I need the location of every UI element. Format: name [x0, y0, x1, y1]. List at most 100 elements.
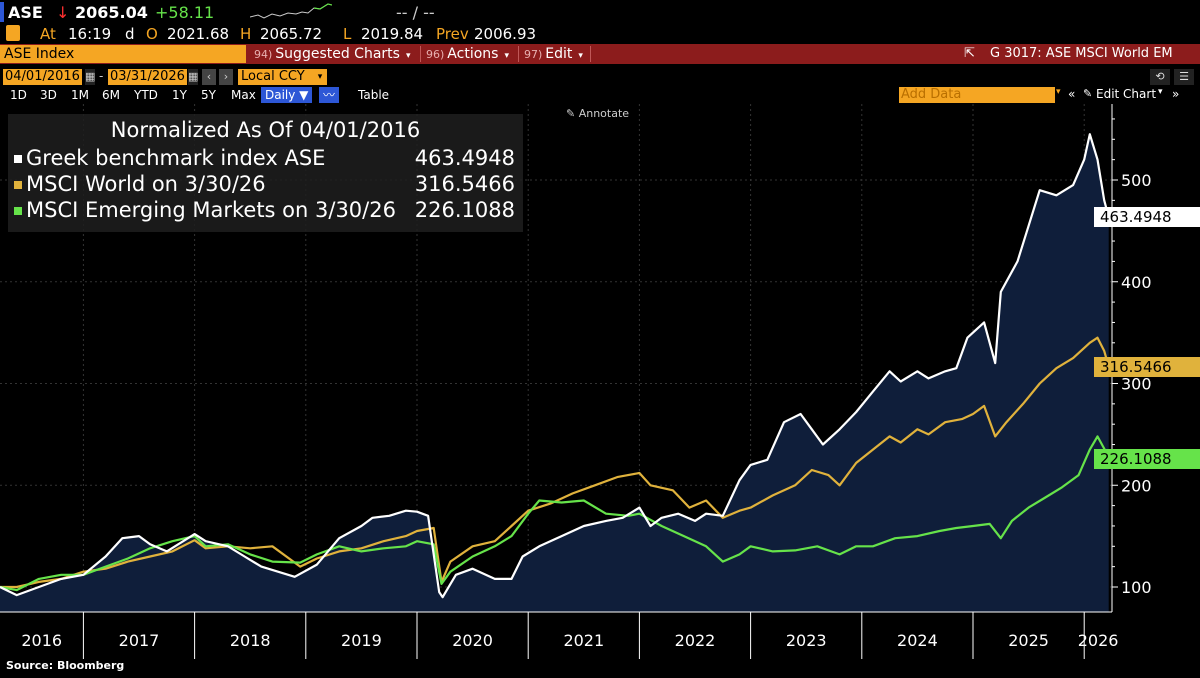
date-range-bar: 04/01/2016 ▦ - 03/31/2026 ▦ ‹ › Local CC… [0, 68, 1200, 86]
x-tick-label: 2018 [230, 631, 271, 650]
period-max[interactable]: Max [231, 88, 256, 102]
y-tick-label: 100 [1121, 578, 1152, 597]
delay-flag: d [125, 25, 135, 43]
calendar-icon[interactable]: ▦ [188, 69, 199, 85]
divider [590, 46, 591, 62]
legend-value: 226.1088 [414, 198, 515, 222]
low-label: L [343, 25, 352, 43]
x-tick-label: 2016 [21, 631, 62, 650]
ohlc-bar: At 16:19 d O 2021.68 H 2065.72 L 2019.84… [0, 24, 1200, 44]
actions-label: Actions [447, 46, 499, 62]
legend-value: 316.5466 [414, 172, 515, 196]
chevron-down-icon[interactable]: ▾ [313, 69, 327, 85]
edit-chart-button[interactable]: Edit Chart [1096, 87, 1157, 101]
edit-button[interactable]: 97) Edit ▾ [524, 45, 583, 63]
chart-title: G 3017: ASE MSCI World EM [990, 46, 1173, 61]
period-1d[interactable]: 1D [10, 88, 27, 102]
low-value: 2019.84 [361, 25, 424, 43]
last-value-tag-em: 226.1088 [1094, 448, 1200, 469]
y-tick-label: 400 [1121, 273, 1152, 292]
range-dash: - [99, 69, 104, 83]
ase-area [0, 134, 1109, 612]
security-field[interactable]: ASE Index [0, 45, 246, 63]
clock-icon [6, 25, 20, 41]
period-6m[interactable]: 6M [102, 88, 120, 102]
x-tick-label: 2026 [1078, 631, 1119, 650]
edit-pencil-icon: ✎ [1083, 87, 1093, 100]
period-1y[interactable]: 1Y [172, 88, 187, 102]
end-date-input[interactable]: 03/31/2026 [108, 69, 187, 85]
chevron-down-icon[interactable]: ▾ [1158, 87, 1163, 97]
actions-num: 96) [426, 48, 445, 61]
function-toolbar: ASE Index 94) Suggested Charts ▾ 96) Action… [0, 44, 1200, 64]
period-3d[interactable]: 3D [40, 88, 57, 102]
legend-label: MSCI World on 3/30/26 [26, 172, 266, 196]
divider [518, 46, 519, 62]
ticker-marker [0, 2, 4, 22]
suggested-charts-button[interactable]: 94) Suggested Charts ▾ [254, 45, 410, 63]
chevron-down-icon: ▾ [405, 51, 411, 61]
x-tick-label: 2024 [897, 631, 938, 650]
prev-period-button[interactable]: ‹ [202, 69, 216, 85]
prev-label: Prev [436, 25, 469, 43]
legend-value: 463.4948 [414, 146, 515, 170]
period-bar: 1D 3D 1M 6M YTD 1Y 5Y Max Daily ▼ 〰 Tabl… [0, 86, 1200, 104]
x-tick-label: 2019 [341, 631, 382, 650]
external-link-icon[interactable]: ⇱ [964, 46, 975, 61]
chevron-down-icon: ▾ [504, 51, 509, 61]
legend-item-world[interactable]: MSCI World on 3/30/26 [14, 172, 266, 196]
open-label: O [146, 25, 158, 43]
legend: Normalized As Of 04/01/2016 Greek benchm… [8, 114, 523, 232]
legend-swatch [14, 207, 22, 215]
frequency-select[interactable]: Daily ▼ [261, 87, 313, 103]
expand-icon[interactable]: » [1172, 87, 1180, 101]
quote-bar: ASE ↓ 2065.04 +58.11 -- / -- [0, 0, 1200, 24]
legend-swatch [14, 181, 22, 189]
period-5y[interactable]: 5Y [201, 88, 216, 102]
table-button[interactable]: Table [358, 88, 390, 102]
currency-select[interactable]: Local CCY [238, 69, 318, 85]
period-ytd[interactable]: YTD [134, 88, 158, 102]
chevron-down-icon: ▾ [578, 51, 583, 61]
legend-title: Normalized As Of 04/01/2016 [110, 118, 421, 142]
at-label: At [40, 25, 56, 43]
start-date-input[interactable]: 04/01/2016 [3, 69, 82, 85]
x-tick-label: 2020 [452, 631, 493, 650]
high-value: 2065.72 [260, 25, 323, 43]
pencil-icon: ✎ [566, 107, 579, 120]
back-icon[interactable]: ⟲ [1150, 69, 1170, 85]
high-label: H [240, 25, 252, 43]
legend-label: Greek benchmark index ASE [26, 146, 326, 170]
y-tick-label: 500 [1121, 171, 1152, 190]
legend-swatch [14, 155, 22, 163]
suggested-num: 94) [254, 48, 273, 61]
chevron-down-icon[interactable]: ▾ [1056, 87, 1061, 97]
divider [420, 46, 421, 62]
x-tick-label: 2025 [1008, 631, 1049, 650]
sparkline [250, 3, 332, 19]
x-tick-label: 2023 [786, 631, 827, 650]
line-chart-icon[interactable]: 〰 [319, 87, 339, 103]
legend-item-ase[interactable]: Greek benchmark index ASE [14, 146, 325, 170]
period-1m[interactable]: 1M [71, 88, 89, 102]
last-value-tag-world: 316.5466 [1094, 356, 1200, 377]
suggested-label: Suggested Charts [275, 46, 400, 62]
ticker[interactable]: ASE [8, 3, 43, 22]
y-tick-label: 300 [1121, 375, 1152, 394]
edit-num: 97) [524, 48, 543, 61]
legend-item-em[interactable]: MSCI Emerging Markets on 3/30/26 [14, 198, 396, 222]
menu-icon[interactable]: ☰ [1174, 69, 1194, 85]
collapse-icon[interactable]: « [1068, 87, 1076, 101]
calendar-icon[interactable]: ▦ [85, 69, 96, 85]
x-tick-label: 2021 [563, 631, 604, 650]
prev-value: 2006.93 [474, 25, 537, 43]
world-line [0, 336, 1110, 589]
source-note: Source: Bloomberg [6, 659, 125, 672]
actions-button[interactable]: 96) Actions ▾ [426, 45, 509, 63]
x-tick-label: 2022 [675, 631, 716, 650]
next-period-button[interactable]: › [219, 69, 233, 85]
add-data-input[interactable]: Add Data [899, 87, 1055, 103]
last-price: 2065.04 [75, 3, 148, 22]
annotate-button[interactable]: ✎ Annotate [566, 107, 629, 120]
legend-label: MSCI Emerging Markets on 3/30/26 [26, 198, 396, 222]
